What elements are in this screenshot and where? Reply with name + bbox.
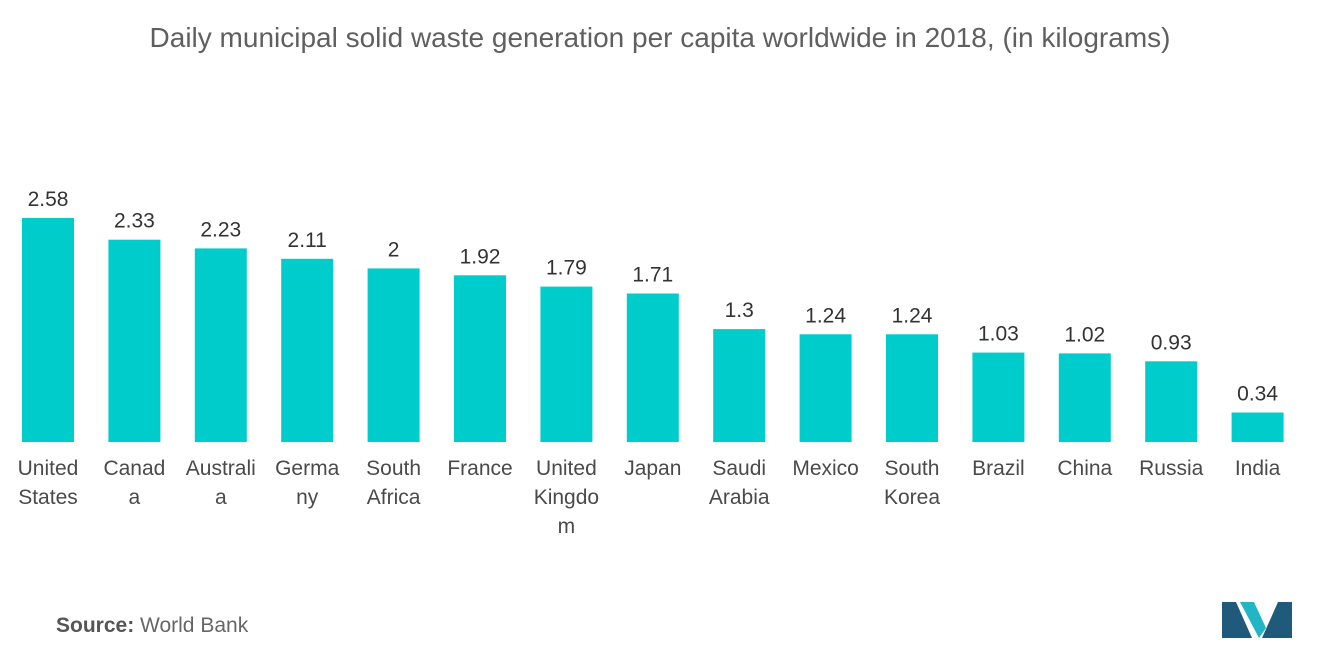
category-label-line: France [447,457,512,480]
bar [281,258,334,442]
category-label-line: Saudi [712,457,766,480]
data-label: 0.93 [1151,331,1192,354]
bar [1231,412,1284,442]
bar [1145,361,1198,442]
category-label: Russia [1139,457,1204,480]
logo-shape-right [1262,602,1292,638]
bar [454,275,506,442]
category-label-line: Kingdo [534,486,599,509]
category-label: United States [18,457,79,509]
category-label-line: Mexico [792,457,859,480]
bar [972,352,1025,442]
bar [1058,353,1111,442]
bar [108,239,161,442]
source-note: Source: World Bank [56,614,248,638]
category-label-line: Australi [186,457,256,480]
category-label-line: Brazil [972,457,1025,480]
bar [367,268,420,442]
category-label: Brazil [972,457,1025,480]
category-label-line: United [536,457,597,480]
data-label: 1.3 [725,299,754,322]
category-label-line: Russia [1139,457,1204,480]
category-label: South Korea [884,457,940,509]
data-label: 2 [388,238,400,261]
bar [799,334,852,442]
data-label: 0.34 [1237,383,1278,406]
category-label-line: ny [296,486,319,509]
data-label: 1.24 [892,304,933,327]
category-label-line: China [1057,457,1112,480]
data-label: 1.03 [978,323,1019,346]
category-label: China [1057,457,1112,480]
data-label: 2.11 [288,229,327,252]
company-logo [1222,602,1292,638]
category-label: India [1235,457,1281,480]
bar [540,286,593,442]
bar [194,248,247,442]
category-label: Saudi Arabia [709,457,770,509]
category-label-line: Germa [275,457,340,480]
source-value: World Bank [140,614,249,637]
chart-title: Daily municipal solid waste generation p… [149,22,1171,53]
category-label: Germa ny [275,457,340,509]
category-label-line: m [558,515,576,538]
category-label-line: India [1235,457,1281,480]
bar [22,218,74,442]
data-label: 1.02 [1064,323,1105,346]
category-label: Mexico [792,457,859,480]
category-label-line: United [18,457,79,480]
data-label: 2.33 [114,210,155,233]
category-label: Japan [624,457,681,480]
category-label-line: Japan [624,457,681,480]
category-label-line: a [215,486,227,509]
category-label: Australi a [186,457,256,509]
bar [626,293,679,442]
data-label: 1.71 [632,264,673,287]
logo-shape-mid [1240,602,1266,638]
logo-shape-left [1222,602,1252,638]
source-label: Source: [56,614,135,637]
data-label: 1.79 [546,257,587,280]
bar [886,334,938,442]
category-label-line: South [885,457,940,480]
category-label: United Kingdo m [534,457,599,538]
data-label: 1.24 [805,304,846,327]
bar [713,329,766,442]
category-label-line: South [366,457,421,480]
data-label: 2.23 [200,218,241,241]
category-label-line: States [18,486,78,509]
category-label-line: Africa [367,486,421,509]
category-label-line: Korea [884,486,940,509]
category-label-line: a [129,486,141,509]
data-label: 1.92 [460,245,501,268]
category-label-line: Arabia [709,486,770,509]
category-label: France [447,457,512,480]
category-label-line: Canad [103,457,165,480]
category-label: Canad a [103,457,165,509]
category-label: South Africa [366,457,421,509]
data-label: 2.58 [28,188,69,211]
